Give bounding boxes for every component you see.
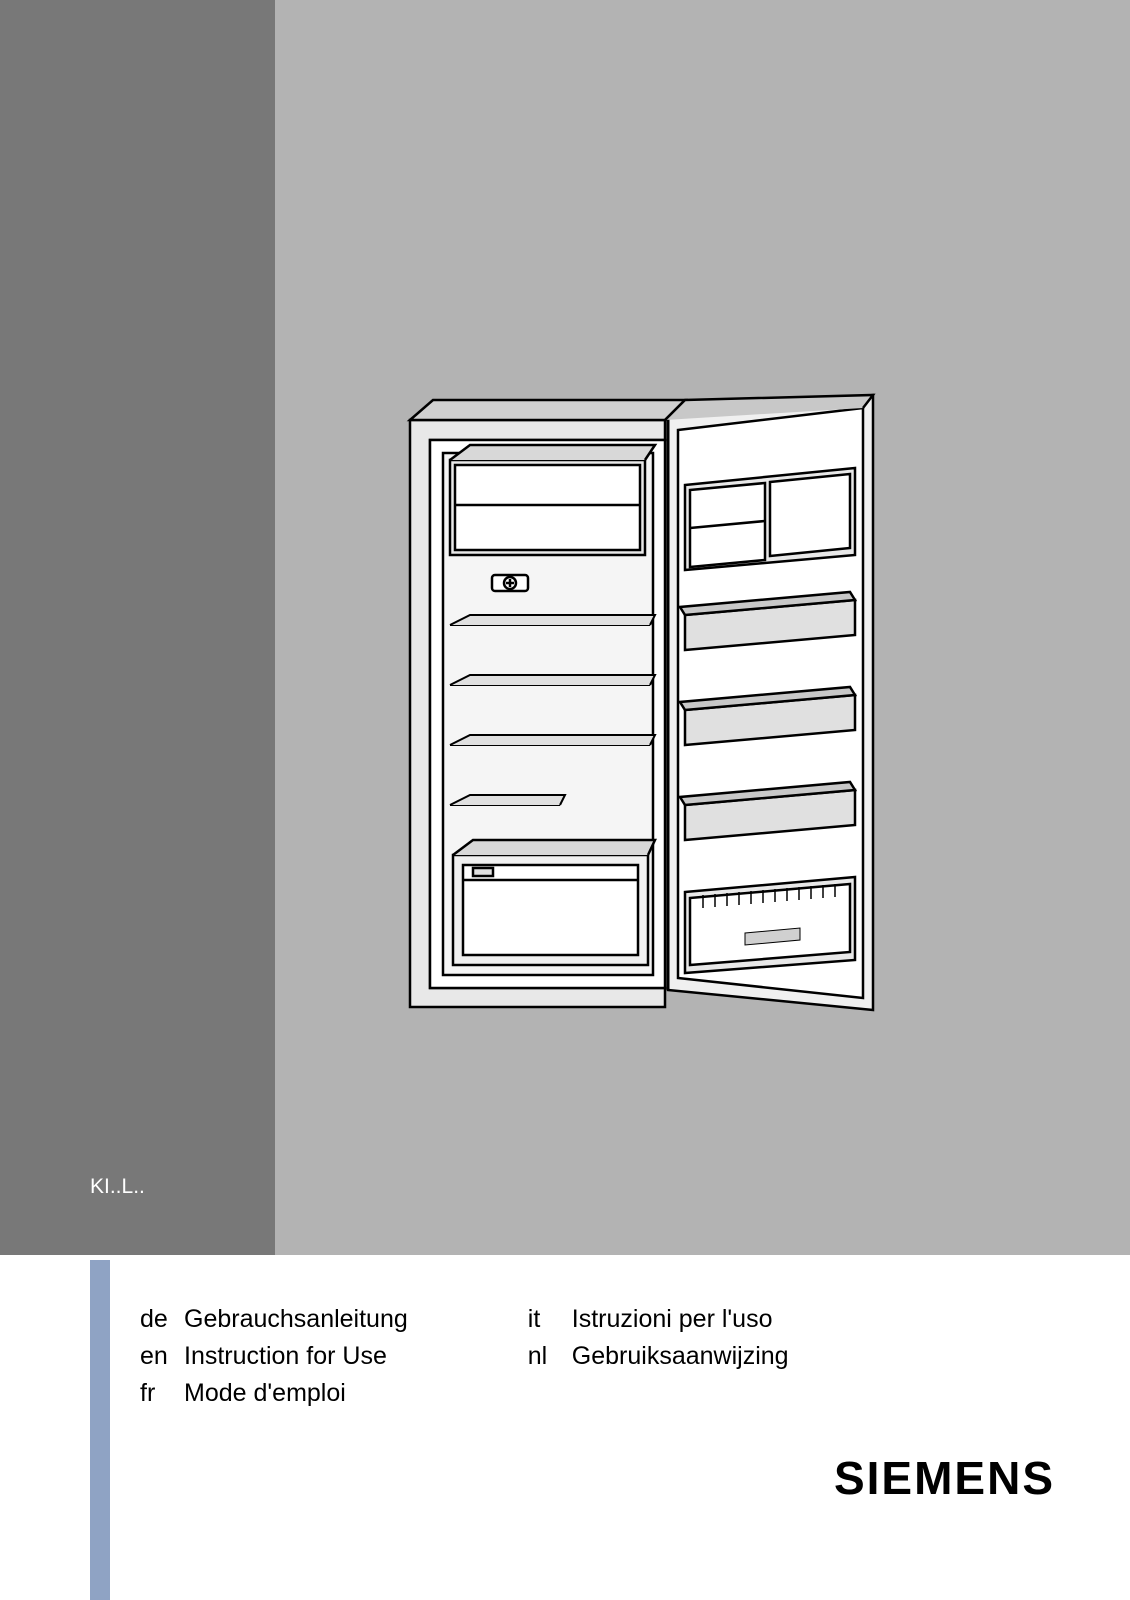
lang-code: en [140, 1342, 172, 1371]
lang-code: fr [140, 1379, 172, 1408]
languages-list: de Gebrauchsanleitung en Instruction for… [140, 1305, 789, 1408]
lang-title: Gebruiksaanwijzing [572, 1342, 789, 1371]
lang-title: Instruction for Use [184, 1342, 387, 1371]
lang-column-1: de Gebrauchsanleitung en Instruction for… [140, 1305, 408, 1408]
product-illustration [395, 390, 890, 1015]
lang-title: Istruzioni per l'uso [572, 1305, 773, 1334]
lang-title: Gebrauchsanleitung [184, 1305, 408, 1334]
accent-bar-left [90, 1260, 110, 1600]
model-number: KI..L.. [90, 1175, 145, 1199]
lang-title: Mode d'emploi [184, 1379, 346, 1408]
lang-row: nl Gebruiksaanwijzing [528, 1342, 789, 1371]
lang-code: it [528, 1305, 560, 1334]
lang-row: it Istruzioni per l'uso [528, 1305, 789, 1334]
lang-column-2: it Istruzioni per l'uso nl Gebruiksaanwi… [528, 1305, 789, 1408]
lang-code: de [140, 1305, 172, 1334]
lang-row: en Instruction for Use [140, 1342, 408, 1371]
brand-logo: SIEMENS [834, 1451, 1055, 1505]
page-container: KI..L.. de Gebrauchsanleitung en Instruc… [0, 0, 1130, 1600]
lang-row: de Gebrauchsanleitung [140, 1305, 408, 1334]
sidebar-panel [0, 0, 275, 1255]
lang-row: fr Mode d'emploi [140, 1379, 408, 1408]
lang-code: nl [528, 1342, 560, 1371]
